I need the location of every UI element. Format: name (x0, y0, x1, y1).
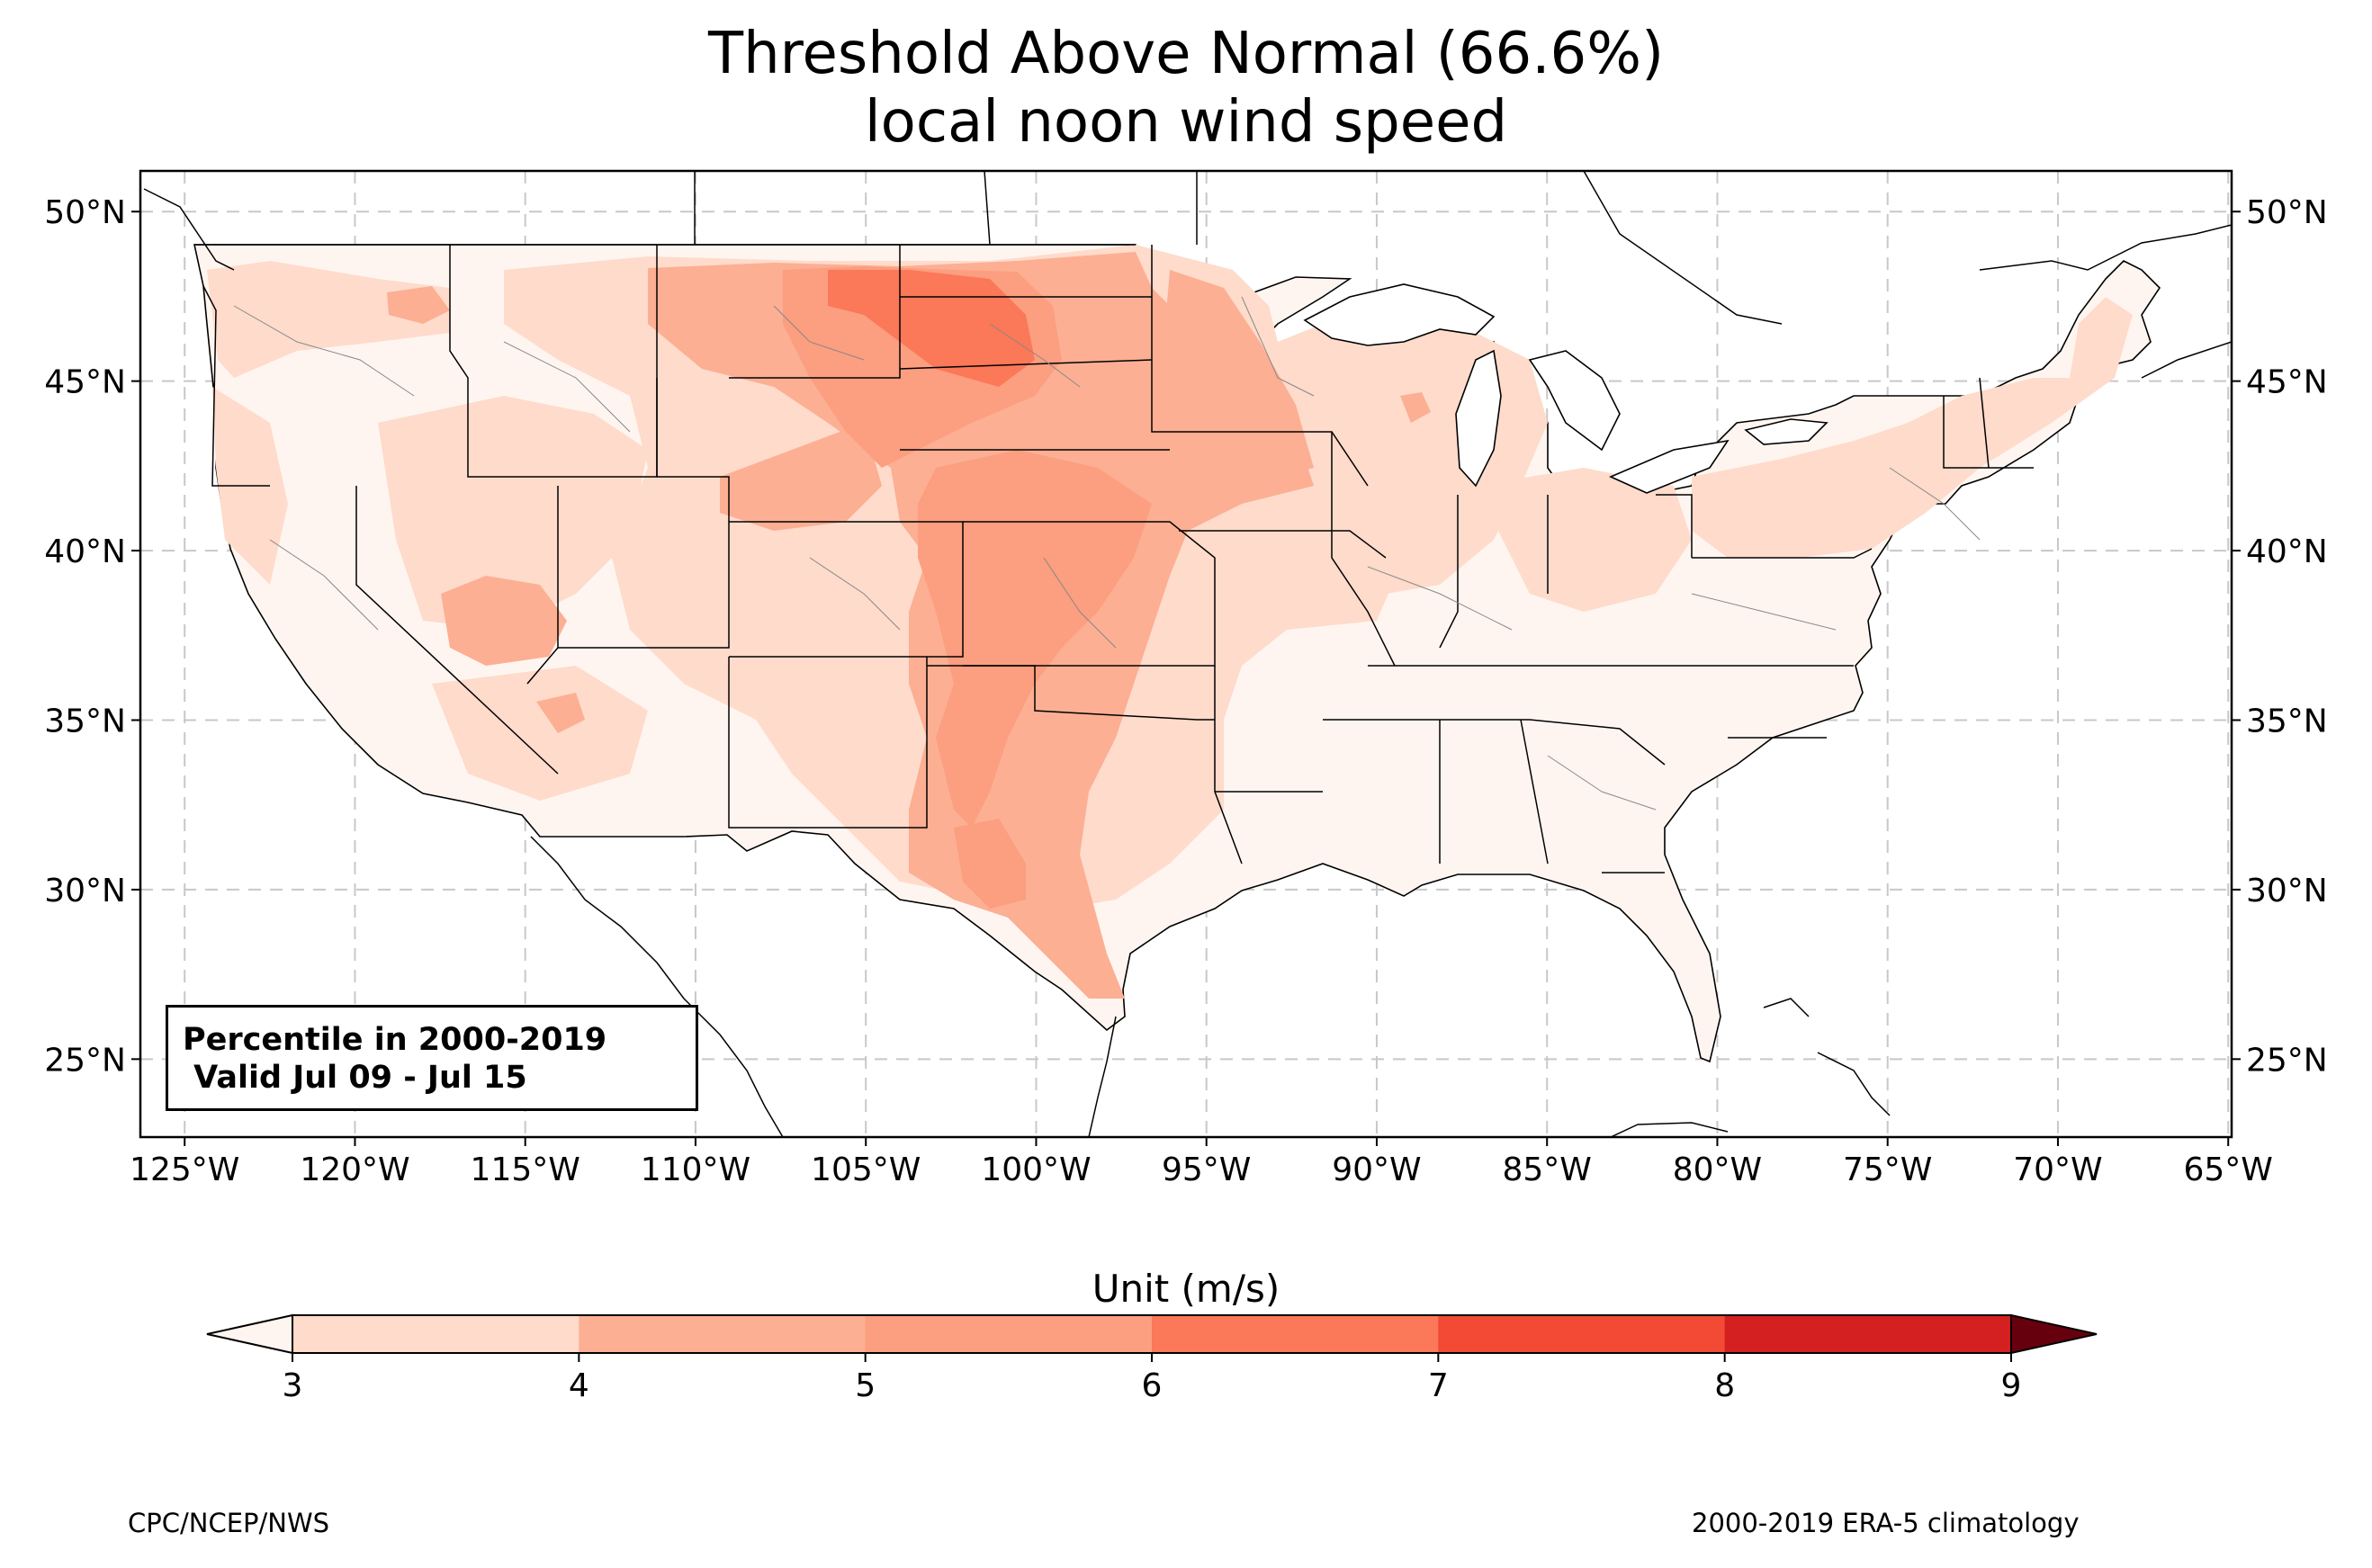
lon-tick-label: 110°W (641, 1151, 750, 1188)
lake-superior (1303, 283, 1496, 346)
neighbor-coastlines (143, 171, 2232, 1137)
band-3-4-ohio-valley (1476, 468, 1692, 612)
band-3-4-northwest (207, 261, 450, 378)
lat-tick-label-right: 25°N (2246, 1042, 2328, 1079)
footer-credit: CPC/NCEP/NWS (128, 1508, 330, 1538)
band-3-4-northeast (1692, 297, 2133, 558)
info-box: Percentile in 2000-2019 Valid Jul 09 - J… (166, 1005, 698, 1111)
footer-climatology: 2000-2019 ERA-5 climatology (1692, 1508, 2080, 1538)
axis-ticks: 125°W 120°W 115°W 110°W 105°W 100°W 95°W 90°W 85… (44, 194, 2328, 1188)
band-4-5-great-basin (441, 576, 567, 666)
lon-tick-label: 65°W (2184, 1151, 2273, 1188)
map-subtitle: local noon wind speed (864, 89, 1508, 156)
lon-tick-label: 85°W (1503, 1151, 1592, 1188)
band-3-4-great-basin (378, 396, 648, 630)
band-4-5-arizona (536, 693, 585, 733)
lon-tick-label: 105°W (811, 1151, 921, 1188)
band-5-6-nebraska-kansas (918, 450, 1152, 828)
lon-tick-label: 120°W (300, 1151, 409, 1188)
state-borders (194, 244, 2034, 874)
lat-tick-label-right: 50°N (2246, 194, 2328, 231)
colorbar-segment (1438, 1315, 1726, 1353)
lake-ontario (1744, 418, 1828, 445)
band-4-5-idaho (387, 286, 450, 324)
lat-tick-label-left: 35°N (44, 703, 126, 739)
colorbar-title: Unit (m/s) (1092, 1267, 1280, 1311)
map-title: Threshold Above Normal (66.6%) (707, 21, 1665, 87)
lon-tick-label: 100°W (981, 1151, 1091, 1188)
colorbar-segment (579, 1315, 867, 1353)
colorbar-tick-label: 5 (855, 1367, 876, 1404)
band-4-5-michigan (1400, 392, 1431, 423)
lat-tick-label-left: 40°N (44, 533, 126, 570)
lon-tick-label: 75°W (1843, 1151, 1932, 1188)
colorbar-under-arrow (206, 1313, 293, 1355)
colorbar-over-arrow (2010, 1313, 2098, 1355)
colorbar-tick-label: 8 (1714, 1367, 1735, 1404)
lat-tick-label-right: 40°N (2246, 533, 2328, 570)
lat-tick-label-left: 30°N (44, 873, 126, 909)
lat-tick-label-right: 30°N (2246, 873, 2328, 909)
map-frame (139, 169, 2233, 1139)
band-4-5-wyoming (720, 423, 882, 531)
lon-tick-label: 125°W (130, 1151, 239, 1188)
info-box-line1: Percentile in 2000-2019 (183, 1022, 607, 1058)
colorbar-tick-label: 4 (569, 1367, 589, 1404)
info-box-line2: Valid Jul 09 - Jul 15 (183, 1060, 527, 1096)
band-3-4-southwest (432, 666, 648, 801)
lat-tick-label-left: 50°N (44, 194, 126, 231)
lon-tick-label: 80°W (1673, 1151, 1762, 1188)
lat-tick-label-left: 45°N (44, 364, 126, 401)
lat-tick-label-left: 25°N (44, 1042, 126, 1079)
lon-tick-label: 95°W (1162, 1151, 1251, 1188)
colorbar-segment (865, 1315, 1153, 1353)
lake-erie (1609, 439, 1730, 494)
colorbar-tick-label: 6 (1142, 1367, 1163, 1404)
colorbar-segment (292, 1315, 580, 1353)
interior-lines (233, 296, 1981, 811)
lake-michigan (1455, 349, 1502, 488)
colorbar-segment (1724, 1315, 2012, 1353)
contour-band-6-7 (828, 270, 1035, 387)
lon-tick-label: 70°W (2013, 1151, 2102, 1188)
lon-tick-label: 115°W (471, 1151, 580, 1188)
band-6-7-north-dakota (828, 270, 1035, 387)
lon-tick-label: 90°W (1332, 1151, 1421, 1188)
colorbar-tick-label: 9 (2001, 1367, 2022, 1404)
colorbar-tick-label: 7 (1428, 1367, 1449, 1404)
lake-huron (1528, 350, 1621, 452)
colorbar-segment (1152, 1315, 1439, 1353)
band-5-6-texas (954, 819, 1026, 909)
colorbar: 3 4 5 6 7 8 9 (206, 1313, 2098, 1404)
great-lakes (1303, 283, 1828, 494)
lat-tick-label-right: 35°N (2246, 703, 2328, 739)
colorbar-tick-label: 3 (283, 1367, 303, 1404)
lat-tick-label-right: 45°N (2246, 364, 2328, 401)
